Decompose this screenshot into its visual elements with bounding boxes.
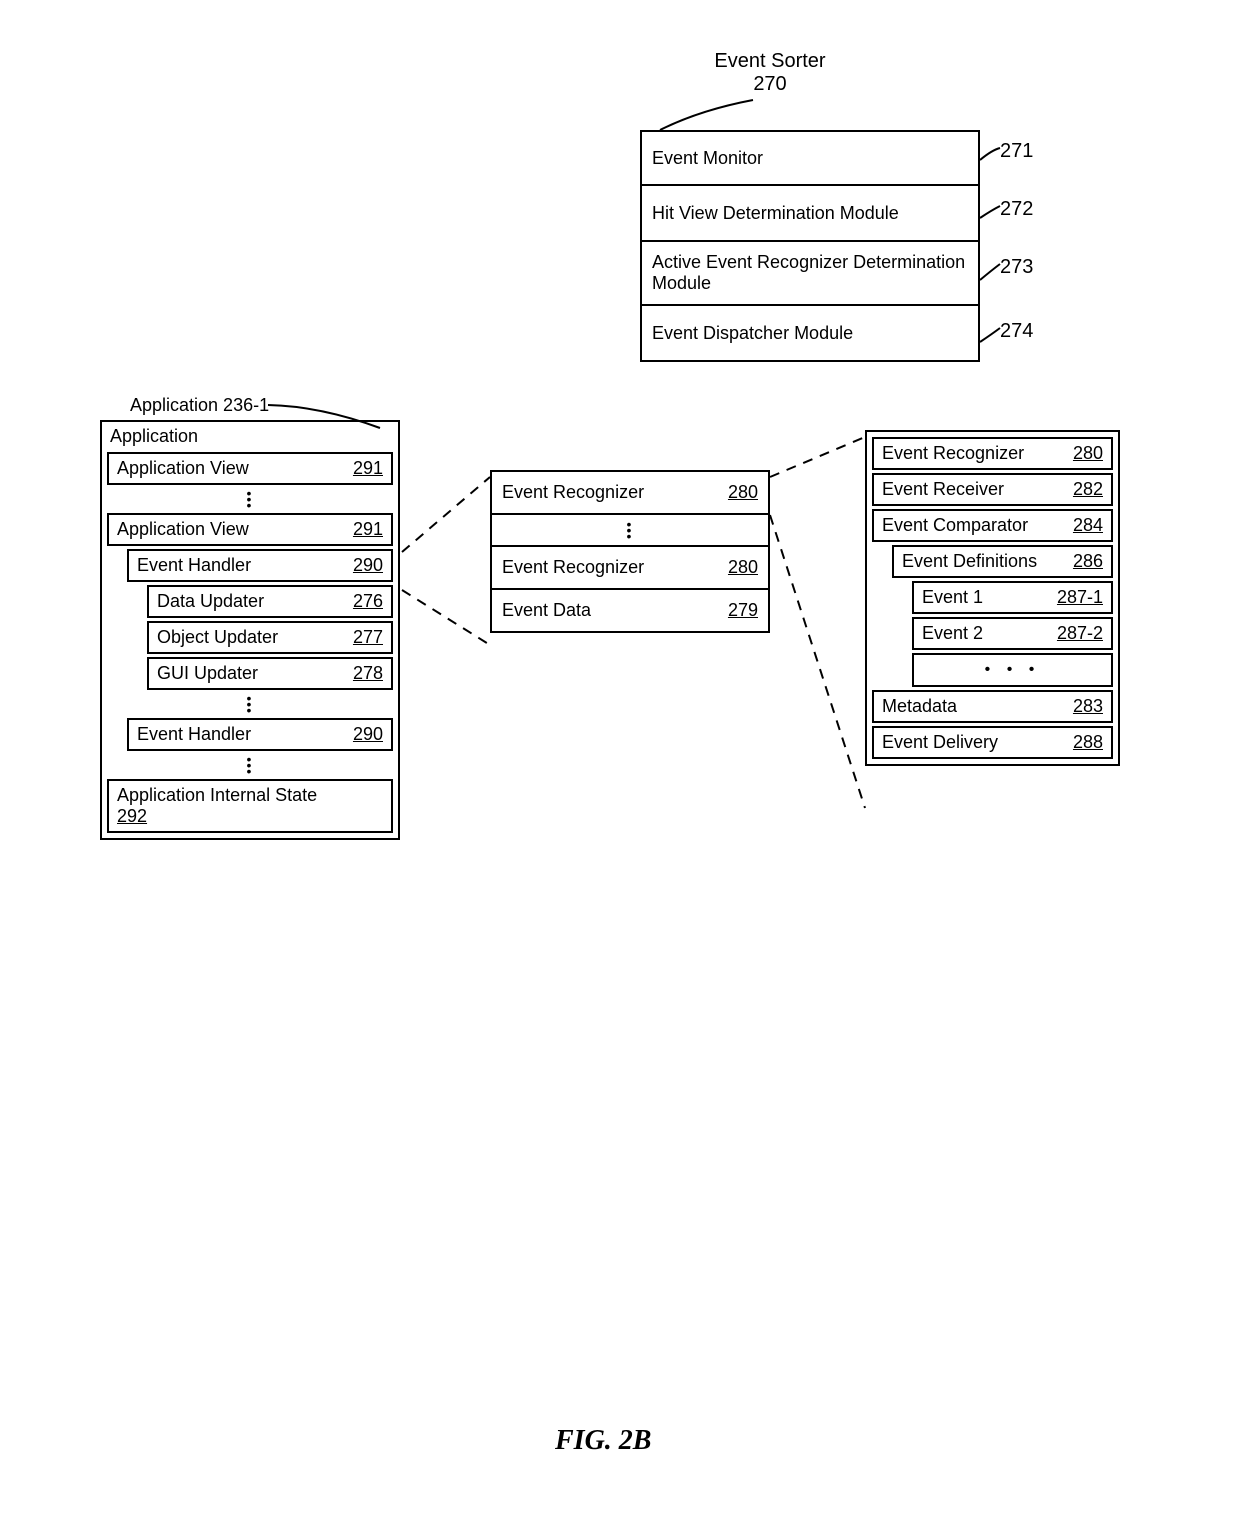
row-label: Application Internal State [117,785,383,806]
diagram-row: Event Handler 290 [127,549,393,582]
diagram-row: Event Definitions 286 [892,545,1113,578]
event-sorter-box: Event MonitorHit View Determination Modu… [640,130,980,362]
row-label: Data Updater [157,591,264,612]
row-label: Event Delivery [882,732,998,753]
row-ref: 290 [353,724,383,745]
diagram-row: Application View 291 [107,513,393,546]
appview-detail-row: Event Data 279 [490,590,770,633]
row-ref: 288 [1073,732,1103,753]
diagram-row: Event Delivery 288 [872,726,1113,759]
horizontal-ellipsis: • • • [912,653,1113,687]
diagram-row: Application Internal State292 [107,779,393,833]
vertical-ellipsis: ••• [104,754,396,776]
application-box: Application Application View 291 ••• Applic… [100,420,400,840]
diagram-row: Application View 291 [107,452,393,485]
event-sorter-row: Event Dispatcher Module [640,306,980,362]
event-recognizer-title: Event Recognizer [882,443,1024,464]
diagram-row: Object Updater 277 [147,621,393,654]
row-ref: 280 [728,557,758,578]
row-label: Event Definitions [902,551,1037,572]
appview-detail-row: Event Recognizer 280 [490,470,770,515]
row-ref: 287-2 [1057,623,1103,644]
event-sorter-row: Event Monitor [640,130,980,186]
event-sorter-title: Event Sorter 270 [710,50,830,96]
row-ref: 290 [353,555,383,576]
application-outer-label: Application 236-1 [130,395,269,416]
diagram-row: GUI Updater 278 [147,657,393,690]
appview-detail-row: Event Recognizer 280 [490,547,770,590]
callout-273: 273 [1000,256,1033,279]
row-label: Application View [117,519,249,540]
row-label: Object Updater [157,627,278,648]
row-label: Event Data [502,600,591,621]
row-label: GUI Updater [157,663,258,684]
row-label: Application View [117,458,249,479]
row-label: Event 1 [922,587,983,608]
row-ref: 276 [353,591,383,612]
row-ref: 292 [117,806,383,827]
callout-271: 271 [1000,140,1033,163]
callout-272: 272 [1000,198,1033,221]
row-label: Event Handler [137,555,251,576]
row-ref: 286 [1073,551,1103,572]
event-recognizer-box: Event Recognizer 280 Event Receiver282Ev… [865,430,1120,766]
row-ref: 287-1 [1057,587,1103,608]
figure-caption: FIG. 2B [555,1425,651,1457]
event-sorter-row: Hit View Determination Module [640,186,980,242]
row-label: Metadata [882,696,957,717]
row-label: Event Recognizer [502,557,644,578]
diagram-row: Event Receiver 282 [872,473,1113,506]
diagram-row: Event 1 287-1 [912,581,1113,614]
row-ref: 291 [353,458,383,479]
row-ref: 291 [353,519,383,540]
row-label: Event Receiver [882,479,1004,500]
row-ref: 282 [1073,479,1103,500]
row-ref: 278 [353,663,383,684]
diagram-row: Event 2 287-2 [912,617,1113,650]
figure-canvas: Event Sorter 270 Event MonitorHit View D… [0,0,1240,1527]
row-label: Event Handler [137,724,251,745]
row-ref: 277 [353,627,383,648]
row-ref: 279 [728,600,758,621]
row-label: Event 2 [922,623,983,644]
row-ref: 283 [1073,696,1103,717]
diagram-row: Metadata 283 [872,690,1113,723]
diagram-row: Data Updater 276 [147,585,393,618]
vertical-ellipsis: ••• [490,515,770,547]
vertical-ellipsis: ••• [104,488,396,510]
event-recognizer-title-row: Event Recognizer 280 [872,437,1113,470]
diagram-row: Event Handler 290 [127,718,393,751]
appview-detail-box: Event Recognizer 280 ••• Event Recognizer 28… [490,470,770,633]
diagram-row: Event Comparator 284 [872,509,1113,542]
event-sorter-row: Active Event Recognizer Determination Mo… [640,242,980,306]
row-ref: 280 [728,482,758,503]
application-header: Application [104,424,396,449]
row-label: Event Comparator [882,515,1028,536]
callout-274: 274 [1000,320,1033,343]
row-label: Event Recognizer [502,482,644,503]
vertical-ellipsis: ••• [104,693,396,715]
event-recognizer-title-ref: 280 [1073,443,1103,464]
row-ref: 284 [1073,515,1103,536]
